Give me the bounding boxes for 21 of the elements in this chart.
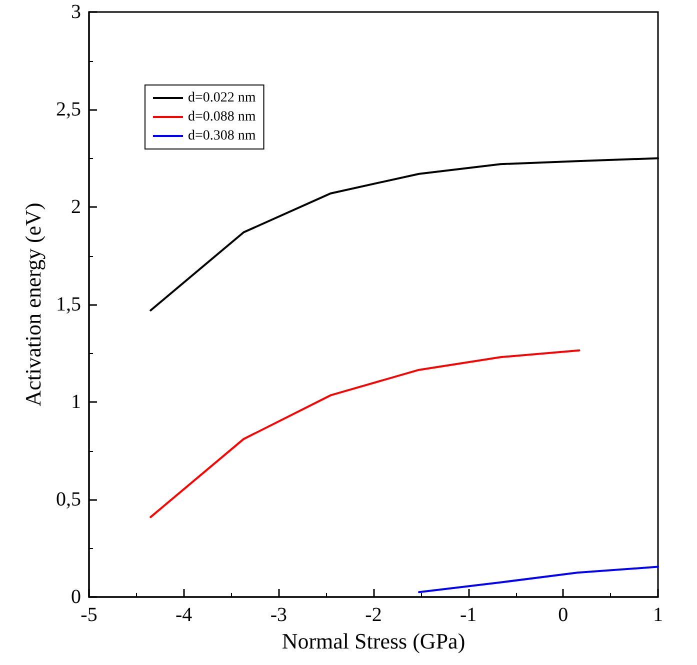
y-tick-label: 0 <box>71 586 81 608</box>
y-tick-label: 3 <box>71 1 81 23</box>
line-series <box>150 349 580 518</box>
x-tick-label: -1 <box>460 604 477 626</box>
line-series <box>418 566 659 594</box>
x-tick-label: -2 <box>365 604 382 626</box>
y-tick-label: 1,5 <box>56 294 81 316</box>
legend-label: d=0.088 nm <box>188 110 256 124</box>
y-tick-label: 2,5 <box>56 98 81 120</box>
x-tick-label: -5 <box>80 604 98 626</box>
legend-label: d=0.308 nm <box>188 128 256 144</box>
legend-label: d=0.022 nm <box>188 90 256 106</box>
x-tick-label: -3 <box>270 604 288 626</box>
y-tick-label: 1 <box>71 391 81 413</box>
x-tick-label: 1 <box>653 604 663 626</box>
x-tick-label: 0 <box>558 604 568 626</box>
x-axis-title: Normal Stress (GPa) <box>282 628 466 654</box>
y-tick-label: 0,5 <box>56 488 81 510</box>
y-tick-label: 2 <box>71 196 81 218</box>
x-tick-label: -4 <box>175 604 192 626</box>
y-axis-title: Activation energy (eV) <box>20 202 46 406</box>
